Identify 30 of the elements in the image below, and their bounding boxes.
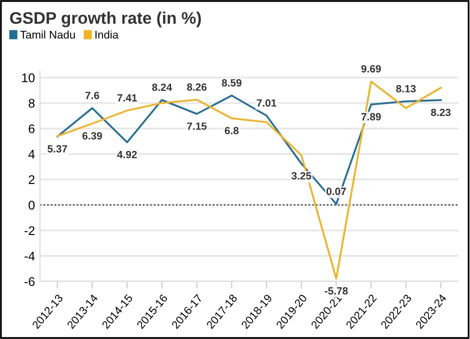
data-label: -5.78 <box>324 287 348 295</box>
data-label: 6.39 <box>82 132 102 140</box>
data-label: 7.6 <box>85 92 100 100</box>
data-label: 8.26 <box>187 83 207 91</box>
data-label: 4.92 <box>117 150 137 158</box>
y-tick-label: 8 <box>28 98 35 108</box>
y-tick-label: 10 <box>22 73 35 82</box>
chart-title: GSDP growth rate (in %) <box>10 12 201 28</box>
data-label: 7.89 <box>361 113 381 120</box>
y-tick-label: -4 <box>24 252 35 260</box>
data-label: 8.23 <box>431 108 451 116</box>
data-label: 7.41 <box>117 94 137 102</box>
y-tick-label: 4 <box>28 150 35 159</box>
y-tick-label: -2 <box>24 226 34 235</box>
legend-label: Tamil Nadu <box>20 30 75 39</box>
data-label: 3.25 <box>291 172 312 180</box>
data-label: 8.24 <box>152 84 172 91</box>
data-label: 5.37 <box>48 145 68 153</box>
data-label: 9.69 <box>361 65 381 73</box>
data-label: 7.15 <box>187 122 207 130</box>
data-label: 6.8 <box>224 126 239 134</box>
data-label: 0.07 <box>326 188 346 196</box>
data-label: 7.01 <box>256 99 276 107</box>
y-tick-label: 6 <box>28 124 35 134</box>
y-tick-label: 0 <box>28 200 35 210</box>
data-label: 8.13 <box>396 85 416 92</box>
y-tick-label: 2 <box>28 175 34 184</box>
y-tick-label: -6 <box>24 277 35 286</box>
legend-label: India <box>95 30 119 39</box>
data-label: 8.59 <box>222 79 242 87</box>
